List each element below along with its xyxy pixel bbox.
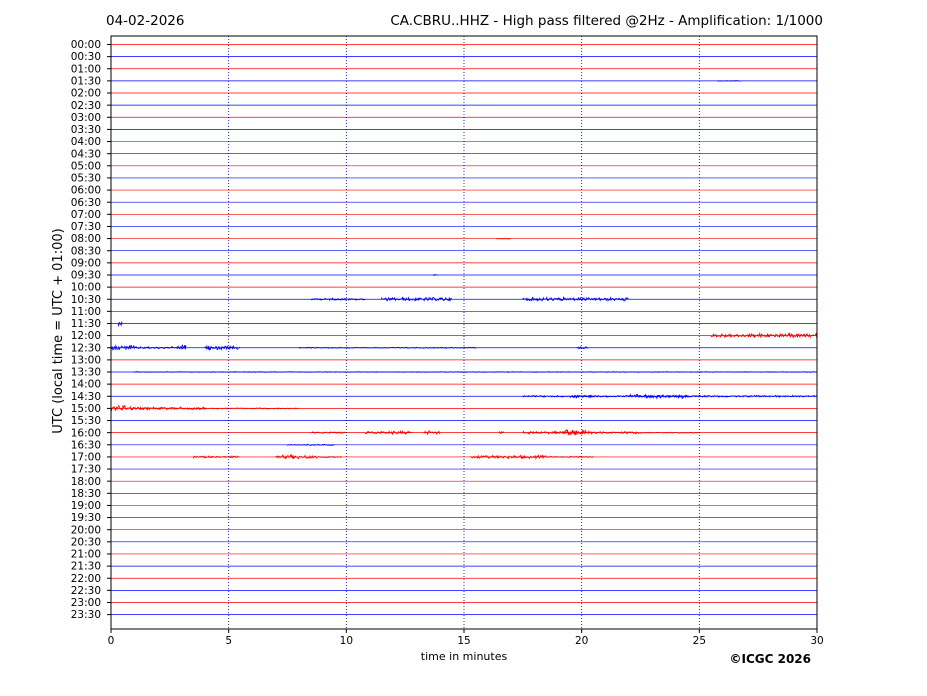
y-tick-label: 15:00 bbox=[71, 403, 101, 415]
y-tick-label: 11:00 bbox=[71, 306, 101, 318]
seismic-event bbox=[310, 431, 346, 435]
y-tick-label: 00:30 bbox=[71, 51, 101, 63]
y-tick-label: 06:30 bbox=[71, 197, 101, 209]
seismic-event bbox=[423, 430, 441, 436]
x-tick-label: 10 bbox=[340, 635, 353, 647]
seismic-event bbox=[576, 345, 589, 350]
y-tick-label: 17:30 bbox=[71, 464, 101, 476]
x-tick-label: 15 bbox=[457, 635, 470, 647]
seismic-event bbox=[628, 393, 688, 400]
y-tick-label: 10:00 bbox=[71, 282, 101, 294]
y-tick-label: 09:00 bbox=[71, 257, 101, 269]
y-tick-label: 05:30 bbox=[71, 173, 101, 185]
chart-title: CA.CBRU..HHZ - High pass filtered @2Hz -… bbox=[390, 13, 823, 29]
y-tick-label: 18:30 bbox=[71, 488, 101, 500]
y-tick-label: 22:30 bbox=[71, 585, 101, 597]
seismic-event bbox=[204, 344, 241, 352]
y-tick-label: 16:30 bbox=[71, 439, 101, 451]
seismic-event bbox=[110, 404, 135, 412]
y-tick-label: 13:30 bbox=[71, 367, 101, 379]
y-tick-label: 07:30 bbox=[71, 221, 101, 233]
y-tick-label: 15:30 bbox=[71, 415, 101, 427]
y-tick-label: 01:30 bbox=[71, 75, 101, 87]
seismic-event bbox=[204, 407, 299, 411]
seismic-event bbox=[381, 296, 453, 302]
seismic-event bbox=[640, 431, 700, 434]
seismic-event bbox=[317, 455, 342, 459]
x-tick-label: 5 bbox=[225, 635, 232, 647]
y-tick-label: 20:30 bbox=[71, 536, 101, 548]
y-tick-label: 16:00 bbox=[71, 427, 101, 439]
x-tick-label: 20 bbox=[575, 635, 588, 647]
seismic-event bbox=[496, 237, 511, 240]
y-tick-label: 18:00 bbox=[71, 476, 101, 488]
y-tick-label: 19:00 bbox=[71, 500, 101, 512]
y-tick-label: 01:00 bbox=[71, 63, 101, 75]
y-tick-label: 07:00 bbox=[71, 209, 101, 221]
seismic-event bbox=[433, 274, 438, 277]
seismic-event bbox=[470, 454, 547, 461]
y-tick-label: 04:30 bbox=[71, 148, 101, 160]
vertical-grid bbox=[228, 36, 700, 629]
plot-frame bbox=[110, 35, 818, 630]
y-tick-label: 02:00 bbox=[71, 88, 101, 100]
seismic-event bbox=[176, 344, 187, 350]
y-tick-label: 22:00 bbox=[71, 573, 101, 585]
y-tick-label: 14:30 bbox=[71, 391, 101, 403]
seismic-event bbox=[117, 320, 123, 328]
seismic-event bbox=[298, 346, 476, 350]
copyright-text: ©ICGC 2026 bbox=[729, 652, 811, 666]
seismic-event bbox=[310, 297, 366, 302]
y-tick-label: 21:30 bbox=[71, 561, 101, 573]
x-tick-label: 30 bbox=[810, 635, 823, 647]
seismic-event bbox=[287, 443, 335, 446]
y-tick-label: 23:00 bbox=[71, 597, 101, 609]
y-tick-label: 12:00 bbox=[71, 330, 101, 342]
seismic-event bbox=[522, 295, 629, 302]
y-tick-label: 00:00 bbox=[71, 39, 101, 51]
y-tick-label: 10:30 bbox=[71, 294, 101, 306]
seismic-event bbox=[717, 79, 742, 82]
y-tick-label: 03:00 bbox=[71, 112, 101, 124]
x-tick-label: 0 bbox=[108, 635, 115, 647]
y-tick-label: 06:00 bbox=[71, 185, 101, 197]
seismic-event bbox=[193, 455, 241, 460]
y-tick-label: 17:00 bbox=[71, 452, 101, 464]
seismic-event bbox=[498, 430, 504, 435]
y-tick-label: 08:30 bbox=[71, 245, 101, 257]
y-tick-label: 09:30 bbox=[71, 270, 101, 282]
y-tick-label: 05:00 bbox=[71, 160, 101, 172]
y-tick-label: 03:30 bbox=[71, 124, 101, 136]
x-axis-label: time in minutes bbox=[421, 650, 508, 663]
chart-date: 04-02-2026 bbox=[106, 13, 184, 29]
seismic-event bbox=[546, 455, 594, 459]
y-tick-label: 23:30 bbox=[71, 609, 101, 621]
y-tick-label: 19:30 bbox=[71, 512, 101, 524]
seismic-event bbox=[134, 405, 206, 411]
y-axis-ticks: 00:0000:3001:0001:3002:0002:3003:0003:30… bbox=[71, 39, 111, 621]
seismic-event bbox=[110, 344, 135, 351]
y-axis-label: UTC (local time = UTC + 01:00) bbox=[51, 228, 66, 433]
y-tick-label: 04:00 bbox=[71, 136, 101, 148]
y-tick-label: 11:30 bbox=[71, 318, 101, 330]
y-tick-label: 13:00 bbox=[71, 354, 101, 366]
seismic-event bbox=[562, 428, 587, 436]
seismic-event bbox=[275, 453, 318, 460]
seismic-event bbox=[364, 430, 413, 436]
seismic-event bbox=[710, 331, 818, 339]
y-tick-label: 21:00 bbox=[71, 549, 101, 561]
y-tick-label: 20:00 bbox=[71, 524, 101, 536]
traces-layer bbox=[110, 44, 818, 615]
y-tick-label: 02:30 bbox=[71, 100, 101, 112]
y-tick-label: 12:30 bbox=[71, 342, 101, 354]
seismic-event bbox=[134, 371, 817, 373]
x-axis-ticks: 0 5 10 15 20 25 30 bbox=[108, 629, 824, 647]
y-tick-label: 08:00 bbox=[71, 233, 101, 245]
y-tick-label: 14:00 bbox=[71, 379, 101, 391]
x-tick-label: 25 bbox=[693, 635, 706, 647]
